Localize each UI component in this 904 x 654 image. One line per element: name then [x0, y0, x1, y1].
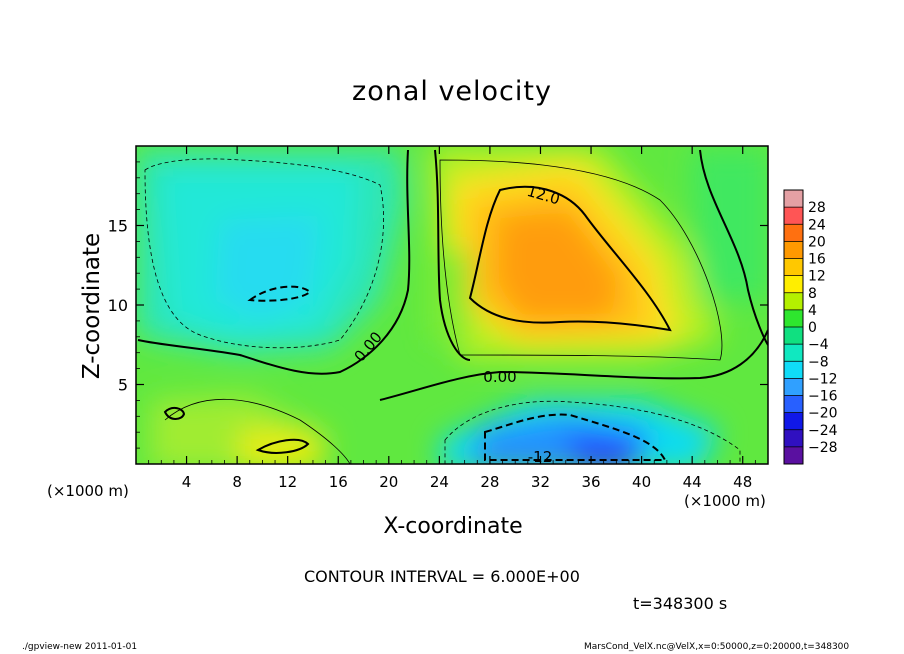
x-axis-label-text: X-coordinate [383, 514, 523, 539]
contour-zero-lower [379, 329, 768, 401]
colorbar-swatch [784, 327, 803, 345]
x-tick-label: 16 [329, 473, 348, 491]
x-axis: 4 8 12 16 20 24 28 32 36 40 44 48 [148, 146, 756, 491]
colorbar-swatch [784, 344, 803, 362]
x-tick-label: 24 [430, 473, 449, 491]
x-unit-right: (×1000 m) [684, 492, 766, 510]
colorbar-swatch [784, 446, 803, 465]
contour-twelve [468, 185, 672, 332]
contour-six [439, 159, 723, 361]
x-tick-label: 28 [480, 473, 499, 491]
colorbar-swatch [784, 258, 803, 277]
contour-label: -12 [528, 448, 553, 466]
x-tick-label: 8 [232, 473, 242, 491]
colorbar-swatch [784, 429, 803, 448]
colorbar-label: 4 [808, 303, 817, 319]
colorbar-swatch [784, 412, 803, 431]
x-unit-left: (×1000 m) [47, 482, 129, 500]
colorbar-swatch [784, 275, 803, 294]
x-tick-label: 32 [531, 473, 550, 491]
colorbar-label: −20 [808, 406, 838, 422]
contour-small-loop [163, 406, 186, 420]
contour-neg-six-bottom [444, 400, 741, 464]
contour-label: 0.00 [483, 368, 516, 386]
x-tick-label: 48 [733, 473, 752, 491]
colorbar-swatch [784, 395, 803, 414]
x-tick-label: 4 [182, 473, 192, 491]
colorbar-label: 16 [808, 252, 826, 268]
colorbar-swatch [784, 309, 803, 328]
y-tick-label: 15 [108, 217, 128, 236]
colorbar-label: 0 [808, 320, 817, 336]
colorbar-label: −28 [808, 440, 838, 456]
colorbar-label: −12 [808, 371, 838, 387]
x-tick-label: 40 [632, 473, 651, 491]
colorbar-label: −8 [808, 354, 829, 370]
contour-lines [137, 149, 768, 464]
x-axis-label: X-coordinate [0, 514, 904, 539]
y-tick-label: 10 [108, 296, 128, 315]
contour-interval: CONTOUR INTERVAL = 6.000E+00 [304, 567, 580, 586]
x-tick-label: 36 [581, 473, 600, 491]
x-tick-label: 20 [379, 473, 398, 491]
contour-twelve-bottom [255, 438, 310, 454]
time-stamp: t=348300 s [633, 594, 728, 613]
x-tick-label: 12 [278, 473, 297, 491]
colorbar-swatch [784, 241, 803, 259]
contour-zero-left [137, 149, 411, 375]
contour-neg-twelve-top [247, 285, 312, 302]
contour-six-bottom [164, 398, 351, 464]
colorbar-label: −16 [808, 389, 838, 405]
colorbar-swatch [784, 190, 803, 208]
heatmap-field [136, 146, 768, 464]
colorbar-label: −24 [808, 423, 838, 439]
chart-title: zonal velocity [352, 76, 552, 107]
contour-neg-twelve-bottom [484, 413, 667, 461]
contour-zero-right [434, 149, 471, 361]
colorbar-label: −4 [808, 337, 829, 353]
colorbar-label: 28 [808, 200, 826, 216]
footer-right: MarsCond_VelX.nc@VelX,x=0:50000,z=0:2000… [584, 642, 850, 652]
colorbar-label: 8 [808, 286, 817, 302]
colorbar-label: 24 [808, 217, 826, 233]
contour-zero-right2 [699, 149, 768, 346]
y-axis: 5 10 15 [108, 161, 768, 449]
colorbar-swatch [784, 207, 803, 225]
colorbar-swatch [784, 361, 803, 379]
footer-left: ./gpview-new 2011-01-01 [22, 642, 138, 652]
colorbar-label: 20 [808, 234, 826, 250]
x-tick-label: 44 [683, 473, 702, 491]
y-tick-label: 5 [118, 376, 128, 395]
colorbar-swatch [784, 378, 803, 396]
colorbar-swatch [784, 292, 803, 311]
colorbar-label: 12 [808, 269, 826, 285]
colorbar-swatch [784, 224, 803, 242]
